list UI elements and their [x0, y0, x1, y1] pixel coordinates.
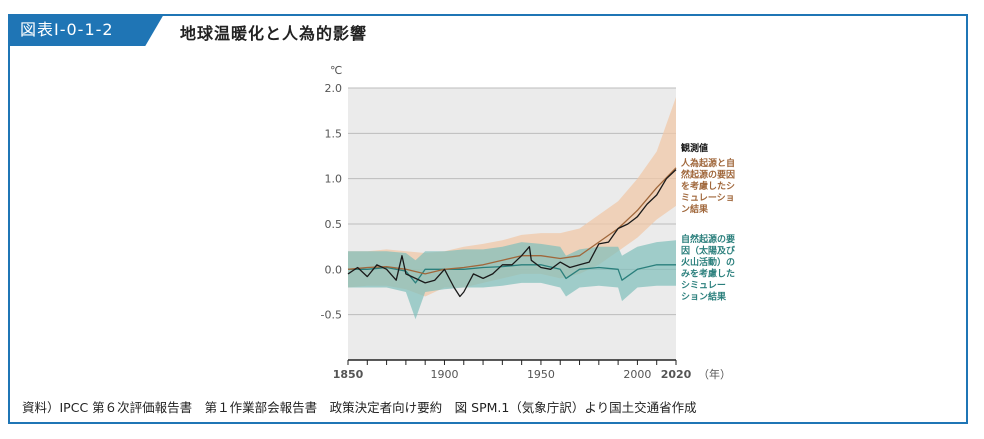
x-tick-label: 1850 — [333, 368, 364, 381]
y-tick-label: 1.0 — [325, 173, 343, 186]
legend-human-natural: ン結果 — [681, 203, 709, 215]
y-tick-label: -0.5 — [321, 309, 342, 322]
x-tick-label: 1950 — [527, 368, 555, 381]
legend-natural-only: 火山活動）の — [681, 256, 735, 268]
figure-id-tag: 図表Ⅰ-0-1-2 — [8, 14, 164, 46]
human-natural-band — [348, 97, 676, 297]
x-tick-label: 2000 — [623, 368, 651, 381]
natural-only-band — [348, 240, 676, 320]
source-note: 資料）IPCC 第６次評価報告書 第１作業部会報告書 政策決定者向け要約 図 S… — [22, 400, 697, 415]
x-tick-label: 2020 — [661, 368, 692, 381]
series-lines — [347, 167, 677, 298]
human-natural-line — [347, 167, 677, 275]
y-tick-label: 0.0 — [325, 263, 343, 276]
observed-line — [347, 169, 677, 298]
legend-observed: 観測値 — [681, 142, 708, 154]
figure-title: 地球温暖化と人為的影響 — [180, 24, 368, 43]
legend-natural-only: ション結果 — [681, 291, 727, 303]
legend-natural-only: 自然起源の要 — [681, 233, 735, 245]
x-tick-label: 1900 — [430, 368, 458, 381]
y-tick-label: 0.5 — [325, 218, 343, 231]
legend-human-natural: 人為起源と自 — [680, 157, 735, 169]
x-axis-label: （年） — [698, 367, 731, 381]
legend-natural-only: 因（太陽及び — [681, 245, 736, 257]
legend-human-natural: ミュレーショ — [681, 193, 735, 204]
legend-natural-only: みを考慮した — [681, 268, 735, 280]
y-tick-label: 1.5 — [325, 127, 343, 140]
axes: 2.0 1.5 1.0 0.5 0.0 -0.5 ℃ 1850 1900 1950 2000 2020… — [321, 64, 731, 381]
legend-natural-only: シミュレー — [681, 280, 726, 291]
legend: 観測値人為起源と自然起源の要因を考慮したシミュレーション結果自然起源の要因（太陽… — [680, 142, 736, 303]
legend-human-natural: 然起源の要因 — [681, 169, 735, 181]
y-tick-label: 2.0 — [325, 82, 343, 95]
uncertainty-bands — [348, 97, 676, 320]
legend-human-natural: を考慮したシ — [681, 180, 735, 192]
y-axis-unit: ℃ — [330, 64, 342, 77]
